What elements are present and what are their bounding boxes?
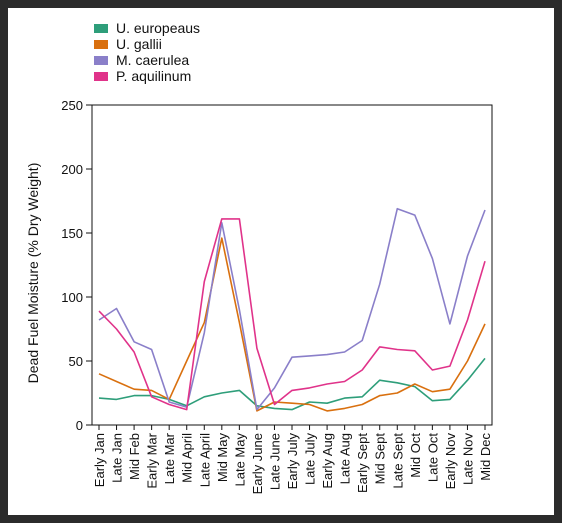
- series-line: [98, 207, 486, 411]
- legend-item: P. aquilinum: [94, 68, 200, 84]
- legend-label: M. caerulea: [116, 52, 190, 68]
- x-tick-label: Mid Sept: [373, 433, 388, 485]
- x-tick-label: Late Nov: [460, 433, 475, 486]
- y-axis-title: Dead Fuel Moisture (% Dry Weight): [25, 163, 41, 384]
- series-line: [98, 237, 486, 412]
- legend-swatch: [94, 39, 108, 49]
- x-tick-label: Mid May: [215, 433, 230, 483]
- y-tick-label: 100: [61, 290, 83, 305]
- x-tick-label: Mid April: [180, 433, 195, 483]
- x-tick-label: Early July: [285, 433, 300, 490]
- x-tick-label: Early Jan: [92, 433, 107, 487]
- chart-frame: U. europeaus U. gallii M. caerulea P. aq…: [8, 8, 554, 515]
- series-line: [98, 218, 486, 411]
- x-tick-label: Late May: [232, 433, 247, 487]
- legend-item: U. europeaus: [94, 20, 200, 36]
- legend-item: M. caerulea: [94, 52, 200, 68]
- legend-label: U. europeaus: [116, 20, 201, 36]
- x-tick-label: Late July: [303, 433, 318, 486]
- x-tick-label: Late Oct: [425, 433, 440, 483]
- series-line: [98, 357, 486, 411]
- x-tick-label: Early Mar: [145, 432, 160, 488]
- x-tick-label: Early June: [250, 433, 265, 494]
- legend-swatch: [94, 55, 108, 65]
- y-tick-label: 250: [61, 98, 83, 113]
- x-tick-label: Early Nov: [443, 433, 458, 490]
- y-tick-label: 200: [61, 162, 83, 177]
- x-tick-label: Late Sept: [390, 433, 405, 489]
- x-tick-label: Late Jan: [110, 433, 125, 483]
- x-tick-label: Early Aug: [320, 433, 335, 489]
- x-tick-label: Mid Dec: [478, 433, 493, 481]
- y-tick-label: 0: [76, 418, 83, 433]
- plot-border: [91, 104, 493, 426]
- y-tick-label: 50: [69, 354, 83, 369]
- x-tick-label: Late June: [267, 433, 282, 490]
- legend-label: U. gallii: [116, 36, 162, 52]
- legend-label: P. aquilinum: [116, 68, 192, 84]
- legend-swatch: [94, 23, 108, 33]
- x-tick-label: Mid Feb: [127, 433, 142, 480]
- x-tick-label: Late Aug: [338, 433, 353, 484]
- x-tick-label: Early Sept: [355, 433, 370, 493]
- y-tick-label: 150: [61, 226, 83, 241]
- x-tick-label: Late April: [197, 433, 212, 487]
- x-tick-label: Late Mar: [162, 432, 177, 484]
- x-tick-label: Mid Oct: [408, 433, 423, 478]
- legend-item: U. gallii: [94, 36, 200, 52]
- legend: U. europeaus U. gallii M. caerulea P. aq…: [94, 20, 200, 84]
- legend-swatch: [94, 71, 108, 81]
